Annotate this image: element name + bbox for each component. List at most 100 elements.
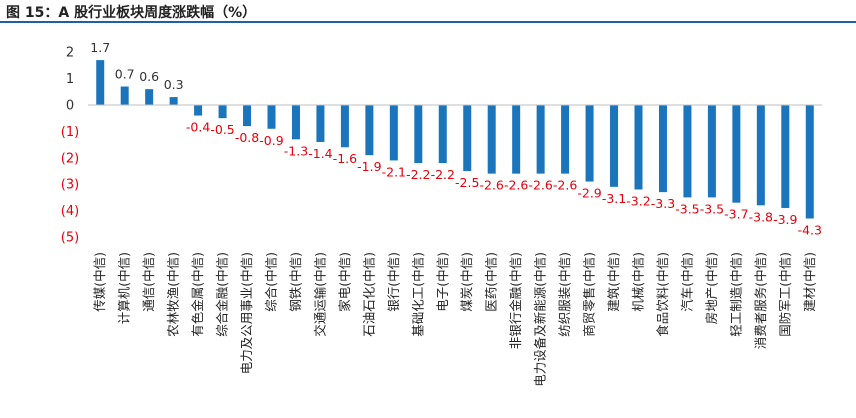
data-label: -1.4 [308,146,332,161]
x-tick-label: 医药(中信) [484,252,499,312]
x-tick-label: 传媒(中信) [92,252,107,312]
y-tick-label: (1) [61,125,79,140]
bar [585,105,594,182]
y-tick-label: 1 [66,72,74,87]
x-tick-label: 汽车(中信) [679,252,694,312]
bar [389,105,398,161]
data-label: -3.9 [773,212,797,227]
data-label: -3.7 [724,207,748,222]
data-label: -2.2 [406,167,430,182]
x-tick-label: 基础化工(中信) [410,252,425,337]
bar [756,105,765,206]
data-label: -0.8 [235,130,259,145]
data-label: -2.6 [553,178,577,193]
x-tick-label: 综合金融(中信) [215,252,230,337]
bar [732,105,741,203]
data-label: -2.6 [504,178,528,193]
figure-title: 图 15：A 股行业板块周度涨跌幅（%） [6,5,257,21]
x-axis-tick-labels: 传媒(中信) 计算机(中信) 通信(中信) 农林牧渔(中信) 有色金属(中信) 综合金融(… [92,252,817,387]
data-label: -4.3 [798,223,822,238]
bar [414,105,423,164]
bar [243,105,252,127]
data-label: 0.7 [115,67,135,82]
bar [365,105,374,156]
bar [438,105,447,164]
data-label: 0.3 [164,77,184,92]
data-label: -3.5 [700,201,724,216]
x-tick-label: 食品饮料(中信) [655,252,670,337]
bar [463,105,472,171]
bar [194,105,203,116]
data-label: -0.5 [210,122,234,137]
data-label: -0.9 [259,133,283,148]
y-tick-label: 0 [66,99,74,114]
data-label: -2.9 [577,186,601,201]
y-tick-label: (2) [61,151,79,166]
x-tick-label: 综合(中信) [264,252,279,312]
bar [487,105,496,174]
x-tick-label: 石油石化(中信) [361,252,376,337]
bar [96,60,105,105]
data-label: -3.1 [602,191,626,206]
data-label: -3.5 [675,201,699,216]
x-tick-label: 非银行金融(中信) [508,252,523,349]
bar [169,97,178,105]
bar [781,105,790,208]
x-tick-label: 机械(中信) [631,252,646,312]
bar [145,89,154,105]
x-tick-label: 房地产(中信) [704,252,719,324]
x-tick-label: 交通运输(中信) [312,252,327,337]
x-tick-label: 电力及公用事业(中信) [239,252,254,374]
title-rule [0,21,856,23]
data-label: -2.1 [382,164,406,179]
x-tick-label: 通信(中信) [141,252,156,312]
x-tick-label: 建筑(中信) [606,252,621,312]
x-tick-label: 轻工制造(中信) [728,252,743,337]
y-tick-label: (5) [61,231,79,246]
data-label: -1.3 [284,143,308,158]
bar [267,105,276,129]
data-label: -1.6 [333,151,357,166]
data-label: -2.6 [528,178,552,193]
x-tick-label: 建材(中信) [802,252,817,312]
x-tick-label: 钢铁(中信) [288,252,303,312]
bar [707,105,716,198]
y-tick-label: (4) [61,204,79,219]
bar [561,105,570,174]
x-tick-label: 纺织服装(中信) [557,252,572,337]
x-tick-label: 计算机(中信) [117,252,132,324]
bar [610,105,619,187]
x-tick-label: 电子(中信) [435,252,450,312]
x-tick-label: 消费者服务(中信) [753,252,768,349]
bar [218,105,227,119]
bar [512,105,521,174]
data-labels: 1.7 0.7 0.6 0.3 -0.4 -0.5-0.8 -0.9-1.3 -1.4 -1.6… [90,40,822,237]
y-axis-tick-labels: 2 1 0 (1) (2) (3) (4) (5) [61,46,79,246]
x-tick-label: 国防军工(中信) [777,252,792,337]
data-label: -3.3 [651,196,675,211]
data-label: -1.9 [357,159,381,174]
bar [316,105,325,142]
x-tick-label: 有色金属(中信) [190,252,205,337]
bar [683,105,692,198]
x-tick-label: 煤炭(中信) [459,252,474,312]
x-tick-label: 银行(中信) [386,252,401,312]
y-tick-label: (3) [61,178,79,193]
bar [805,105,814,219]
bar [634,105,643,190]
bar [340,105,349,148]
x-tick-label: 农林牧渔(中信) [166,252,181,337]
data-label: -2.2 [431,167,455,182]
bar [658,105,667,193]
bar-series [96,60,814,219]
bar [536,105,545,174]
x-tick-label: 电力设备及新能源(中信) [533,252,548,387]
x-tick-label: 商贸零售(中信) [582,252,597,337]
data-label: -3.2 [626,193,650,208]
data-label: 0.6 [139,69,159,84]
data-label: -2.6 [480,178,504,193]
y-tick-label: 2 [66,46,74,61]
bar [291,105,300,140]
data-label: -3.8 [749,209,773,224]
